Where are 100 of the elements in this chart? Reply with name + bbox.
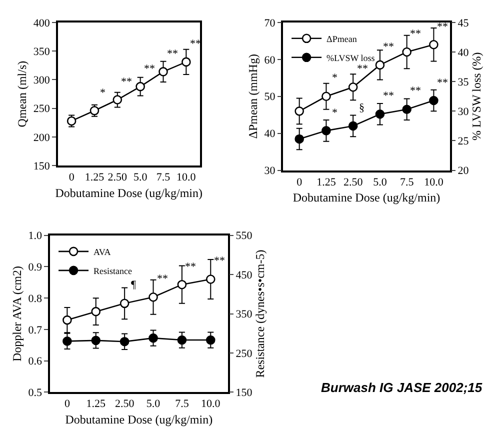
x-tick-label: 0	[64, 398, 70, 410]
x-tick-label: 5.0	[133, 172, 148, 184]
y-tick-label: 40	[264, 128, 276, 140]
annotation: **	[144, 63, 155, 75]
legend-label: AVA	[94, 246, 112, 257]
y-tick-label: 350	[33, 46, 50, 58]
legend-label: %LVSW loss	[326, 52, 376, 63]
y-tick-label: 150	[33, 160, 50, 173]
x-tick-label: 1.25	[86, 398, 106, 410]
annotation: **	[157, 273, 168, 285]
y-tick-label: 400	[33, 17, 50, 30]
y-tick-label: 200	[33, 132, 50, 144]
y-axis-title: Qmean (ml/s)	[15, 60, 30, 128]
y-tick-label: 0.9	[28, 262, 43, 274]
point	[91, 306, 101, 316]
y-tick-label: 50	[264, 91, 276, 104]
point	[429, 96, 438, 106]
y2-axis-title: % LVSW loss (%)	[470, 52, 484, 141]
y2-tick-label: 35	[458, 76, 470, 88]
y-tick-label: 1.0	[28, 230, 43, 242]
y-axis-title: Doppler AVA (cm2)	[10, 266, 24, 362]
y2-tick-label: 150	[236, 387, 253, 400]
x-axis-title: Dobutamine Dose (ug/kg/min)	[55, 186, 203, 200]
annotation: *	[100, 87, 106, 99]
legend-label: Resistance	[94, 266, 132, 276]
x-tick-label: 10.0	[201, 398, 221, 410]
x-tick-label: 10.0	[424, 176, 444, 188]
y-tick-label: 250	[33, 103, 50, 116]
x-tick-label: 2.50	[343, 176, 364, 188]
annotation: **	[383, 90, 394, 102]
x-tick-label: 1.25	[316, 176, 336, 188]
y-tick-label: 0.7	[28, 324, 43, 336]
annotation: **	[410, 28, 421, 40]
y2-tick-label: 450	[236, 269, 253, 282]
x-tick-label: 5.0	[373, 176, 388, 188]
annotation: **	[410, 85, 421, 97]
point	[112, 95, 122, 104]
y2-tick-label: 250	[236, 348, 253, 360]
annotation: **	[383, 41, 394, 53]
point	[429, 40, 438, 50]
y2-tick-label: 25	[458, 136, 470, 148]
point	[348, 82, 358, 92]
y-tick-label: 0.5	[28, 387, 43, 400]
y2-tick-label: 30	[458, 106, 470, 118]
legend-label: ΔPmean	[326, 34, 358, 44]
annotation: *	[332, 107, 338, 119]
point	[120, 298, 130, 308]
point	[294, 134, 304, 144]
y-tick-label: 30	[264, 165, 276, 178]
point	[206, 274, 216, 284]
annotation: **	[185, 261, 196, 273]
annotation: **	[190, 38, 201, 50]
point	[402, 47, 412, 57]
point	[375, 60, 385, 70]
annotation: **	[437, 21, 448, 33]
annotation: *	[332, 72, 338, 84]
y2-tick-label: 45	[458, 17, 470, 30]
x-tick-label: 5.0	[146, 398, 161, 410]
point	[294, 106, 304, 116]
x-tick-label: 7.5	[400, 176, 414, 188]
annotation: **	[121, 76, 132, 88]
y2-tick-label: 350	[236, 308, 253, 321]
y2-tick-label: 550	[236, 230, 253, 242]
point	[158, 67, 168, 76]
x-tick-label: 7.5	[156, 172, 171, 184]
y-tick-label: 0.8	[28, 292, 43, 305]
x-tick-label: 10.0	[176, 172, 196, 184]
y-axis-title: ΔPmean (mmHg)	[246, 54, 260, 139]
point	[182, 57, 191, 67]
point	[148, 292, 158, 302]
x-axis-title: Dobutamine Dose (ug/kg/min)	[65, 412, 213, 427]
point	[136, 82, 145, 92]
y-tick-label: 300	[33, 74, 50, 87]
x-axis-title: Dobutamine Dose (ug/kg/min)	[292, 190, 440, 205]
x-tick-label: 2.50	[108, 172, 128, 184]
x-tick-label: 0	[296, 176, 303, 188]
y2-tick-label: 40	[458, 46, 470, 59]
point	[402, 104, 412, 114]
y-tick-label: 60	[264, 54, 276, 66]
x-tick-label: 2.50	[114, 398, 135, 410]
annotation: **	[437, 77, 448, 89]
x-tick-label: 0	[68, 172, 75, 184]
text: Burwash IG JASE 2002;15	[321, 380, 483, 395]
point	[322, 92, 331, 102]
annotation: **	[214, 255, 225, 267]
point	[348, 121, 358, 131]
y-tick-label: 70	[264, 17, 276, 30]
y2-axis-title: Resistance (dynes•s•cm-5)	[253, 250, 268, 378]
point	[375, 109, 385, 119]
annotation: **	[357, 63, 368, 75]
annotation: ¶	[131, 279, 136, 291]
point	[322, 126, 331, 136]
x-tick-label: 1.25	[84, 172, 105, 184]
y2-tick-label: 20	[458, 165, 470, 178]
y-tick-label: 0.6	[28, 356, 43, 368]
x-tick-label: 7.5	[175, 398, 190, 410]
point	[177, 280, 187, 290]
annotation: **	[167, 48, 178, 60]
point	[62, 315, 72, 325]
annotation: §	[359, 102, 364, 114]
